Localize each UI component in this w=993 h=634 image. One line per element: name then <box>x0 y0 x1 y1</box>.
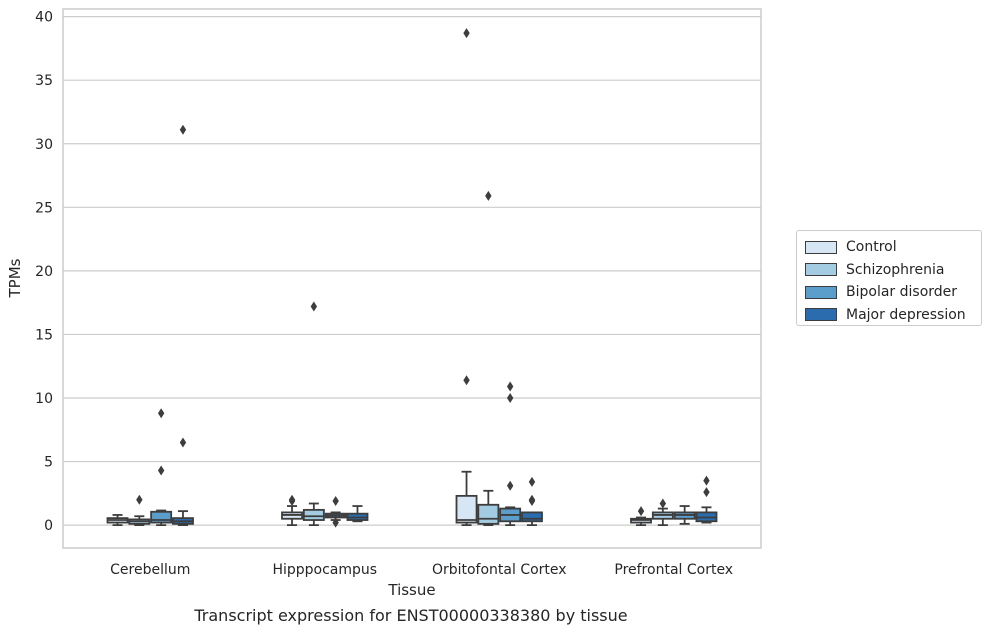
x-tick-label: Hipppocampus <box>272 562 377 578</box>
legend: Control Schizophrenia Bipolar disorder Majo… <box>796 230 982 326</box>
box-bipolar-disorder <box>673 505 696 525</box>
outlier-point <box>179 437 187 448</box>
box-major-depression <box>346 505 369 523</box>
y-tick-labels: 0 5 10 15 20 25 30 35 40 <box>35 10 53 534</box>
legend-item: Schizophrenia <box>805 259 981 282</box>
legend-swatch <box>805 240 837 254</box>
chart-title: Transcript expression for ENST0000033838… <box>194 606 628 625</box>
y-tick-label: 0 <box>44 518 53 534</box>
legend-item: Major depression <box>805 304 981 327</box>
box-major-depression <box>172 124 194 527</box>
outlier-point <box>528 494 536 505</box>
outlier-point <box>485 190 492 201</box>
outlier-point <box>332 495 339 506</box>
outlier-point <box>136 494 143 505</box>
x-axis-label: Tissue <box>387 581 435 599</box>
box-bipolar-disorder <box>499 381 522 527</box>
box-iqr <box>150 510 173 524</box>
y-axis-label: TPMs <box>6 258 24 298</box>
box-control <box>106 514 129 527</box>
outlier-point <box>637 506 645 517</box>
y-tick-label: 5 <box>44 455 53 471</box>
outlier-point <box>157 408 165 419</box>
box-major-depression <box>521 476 543 527</box>
y-tick-label: 35 <box>35 73 53 89</box>
legend-swatch <box>805 285 837 299</box>
outlier-point <box>288 494 296 505</box>
outlier-point <box>332 517 339 528</box>
legend-swatch <box>805 263 837 277</box>
legend-label: Bipolar disorder <box>846 284 958 301</box>
box-iqr <box>455 494 478 524</box>
box-iqr <box>521 511 543 523</box>
legend-label: Control <box>846 239 897 256</box>
box-control <box>455 28 478 527</box>
outlier-point <box>506 392 514 403</box>
y-tick-label: 20 <box>35 264 53 280</box>
box-schizophrenia <box>477 190 500 527</box>
outlier-point <box>506 381 514 392</box>
outlier-point <box>659 498 667 509</box>
legend-swatch <box>805 308 837 322</box>
gridlines <box>63 16 761 526</box>
box-control <box>281 494 303 527</box>
box-bipolar-disorder <box>150 408 173 527</box>
y-tick-label: 25 <box>35 200 53 216</box>
x-tick-labels: Cerebellum Hipppocampus Orbitofontal Corte… <box>110 562 733 578</box>
outlier-point <box>310 301 318 312</box>
box-schizophrenia <box>302 301 325 527</box>
x-tick-label: Cerebellum <box>110 562 190 578</box>
box-control <box>630 506 652 527</box>
box-schizophrenia <box>651 498 674 527</box>
outlier-point <box>463 28 470 39</box>
legend-item: Control <box>805 236 981 259</box>
y-tick-label: 10 <box>35 391 53 407</box>
legend-label: Schizophrenia <box>846 261 945 278</box>
y-tick-label: 15 <box>35 327 53 343</box>
outlier-point <box>506 480 514 491</box>
legend-label: Major depression <box>846 306 966 323</box>
box-schizophrenia <box>128 494 151 527</box>
x-tick-label: Prefrontal Cortex <box>614 562 733 578</box>
box-major-depression <box>695 475 718 524</box>
outlier-point <box>463 375 470 386</box>
outlier-point <box>157 465 165 476</box>
y-tick-label: 30 <box>35 137 53 153</box>
box-iqr <box>477 503 500 525</box>
legend-item: Bipolar disorder <box>805 281 981 304</box>
outlier-point <box>703 487 710 498</box>
outlier-point <box>528 476 536 487</box>
box-plot-marks <box>106 28 718 528</box>
plot-frame <box>62 8 762 549</box>
y-tick-label: 40 <box>35 10 53 26</box>
box-iqr <box>302 508 325 521</box>
outlier-point <box>179 124 187 135</box>
x-tick-label: Orbitofontal Cortex <box>432 562 567 578</box>
outlier-point <box>703 475 710 486</box>
box-bipolar-disorder <box>324 495 347 528</box>
